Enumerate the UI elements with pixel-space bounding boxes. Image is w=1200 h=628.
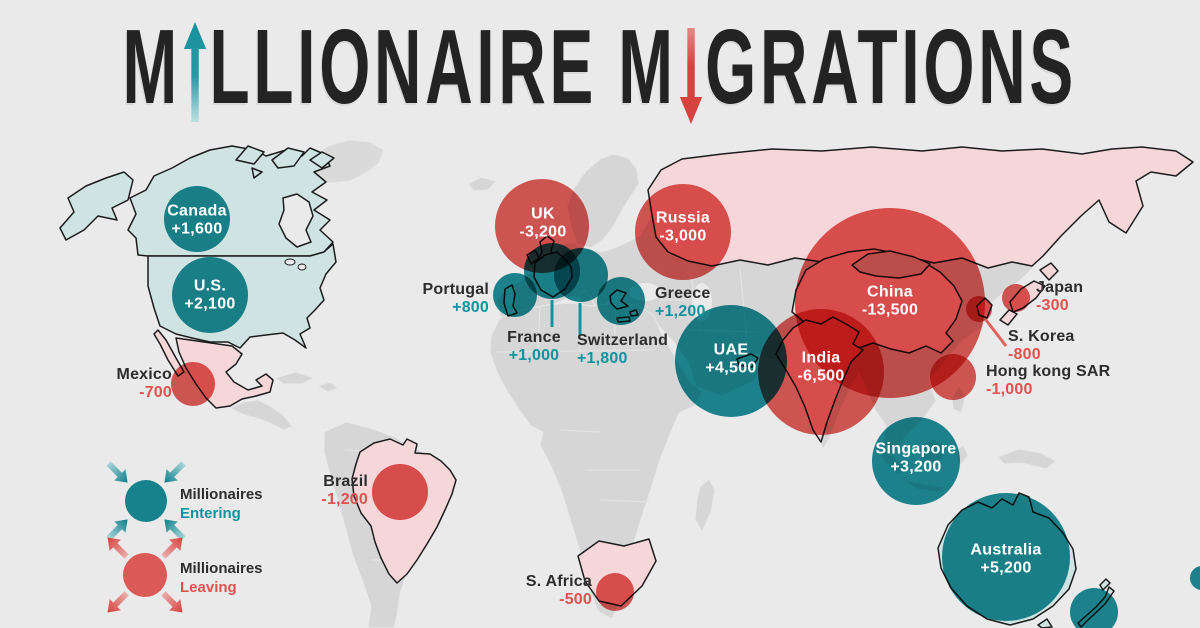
bubble-edge (1190, 566, 1200, 590)
legend-entering-label: Millionaires Entering (180, 486, 263, 522)
title-word1-post: LLIONAIRE (209, 8, 598, 126)
bubble-safrica (596, 573, 634, 611)
bubble-label-china: China -13,500 (861, 283, 919, 319)
bubble-value-portugal: +800 (452, 298, 489, 316)
migration-bubbles (164, 179, 1200, 628)
bubble-japan (1002, 284, 1030, 312)
bubble-value-france: +1,000 (508, 346, 560, 364)
great-lakes (284, 258, 296, 266)
up-arrow-icon (183, 19, 208, 122)
bubble-mexico (171, 362, 215, 406)
bubble-label-australia: Australia +5,200 (970, 541, 1042, 577)
leader-lines (550, 300, 1008, 347)
bubble-value-india: -6,500 (797, 368, 845, 385)
bubble-value-uk: -3,200 (519, 224, 567, 241)
bubble-value-brazil: -1,200 (321, 490, 368, 508)
title-word2-pre: M (618, 8, 677, 126)
bubble-value-greece: +1,200 (655, 302, 706, 320)
bubble-brazil (372, 464, 428, 520)
bubble-label-japan: Japan -300 (1036, 279, 1106, 314)
bubble-uae (675, 305, 787, 417)
bubble-label-uk: UK -3,200 (519, 205, 567, 241)
down-arrow-icon (679, 24, 704, 124)
bubble-value-japan: -300 (1036, 296, 1069, 314)
title-word1-pre: M (122, 8, 182, 126)
bubble-switzerland (554, 248, 608, 302)
bubble-label-safrica: S. Africa -500 (512, 573, 592, 608)
bubble-value-china: -13,500 (861, 302, 919, 319)
bubble-hongkong (930, 354, 976, 400)
bubble-label-canada: Canada +1,600 (167, 202, 227, 238)
bubble-label-brazil: Brazil -1,200 (288, 473, 368, 508)
legend-leaving-icon (101, 531, 189, 619)
legend-leaving-label: Millionaires Leaving (180, 560, 263, 596)
bubble-label-portugal: Portugal +800 (405, 281, 489, 316)
country-russia (647, 146, 1194, 269)
bubble-russia (635, 184, 731, 280)
country-alaska (59, 171, 134, 241)
bubble-label-switzerland: Switzerland +1,800 (577, 332, 687, 367)
bubble-greece (597, 277, 645, 325)
bubble-label-us: U.S. +2,100 (184, 277, 236, 313)
bubble-india (758, 309, 884, 435)
bubble-value-singapore: +3,200 (890, 459, 942, 476)
bubble-value-uae: +4,500 (705, 360, 757, 377)
bubble-label-russia: Russia -3,000 (655, 209, 711, 245)
bubble-skorea (966, 296, 992, 322)
bubble-singapore (872, 417, 960, 505)
bubble-label-hongkong: Hong kong SAR -1,000 (986, 363, 1116, 398)
bubble-value-australia: +5,200 (980, 560, 1032, 577)
bubble-value-safrica: -500 (559, 590, 592, 608)
bubble-us (172, 257, 248, 333)
highlighted-countries (59, 145, 1194, 628)
bubble-newzealand (1070, 588, 1118, 628)
bubble-value-canada: +1,600 (171, 221, 223, 238)
title-word2-post: GRATIONS (705, 8, 1078, 126)
bubble-label-singapore: Singapore +3,200 (875, 440, 957, 476)
bubble-value-mexico: -700 (139, 383, 172, 401)
bubble-label-uae: UAE +4,500 (705, 341, 757, 377)
bubble-value-switzerland: +1,800 (577, 349, 628, 367)
bubble-label-mexico: Mexico -700 (90, 366, 172, 401)
bubble-australia (942, 493, 1070, 621)
bubble-label-skorea: S. Korea -800 (1008, 328, 1092, 363)
bubble-value-us: +2,100 (184, 296, 236, 313)
bubble-label-india: India -6,500 (797, 349, 845, 385)
bubble-value-russia: -3,000 (659, 228, 707, 245)
bubble-value-hongkong: -1,000 (986, 380, 1033, 398)
bubble-label-greece: Greece +1,200 (655, 285, 745, 320)
bubble-value-skorea: -800 (1008, 345, 1041, 363)
hudson-bay (278, 193, 314, 248)
page-title: M LLIONAIRE M GRATIONS (0, 8, 1200, 126)
bubble-portugal (493, 273, 537, 317)
legend-entering-icon (102, 457, 190, 545)
bubble-label-france: France +1,000 (494, 329, 574, 364)
leader-skorea (984, 319, 1008, 347)
bubble-canada (164, 186, 230, 252)
